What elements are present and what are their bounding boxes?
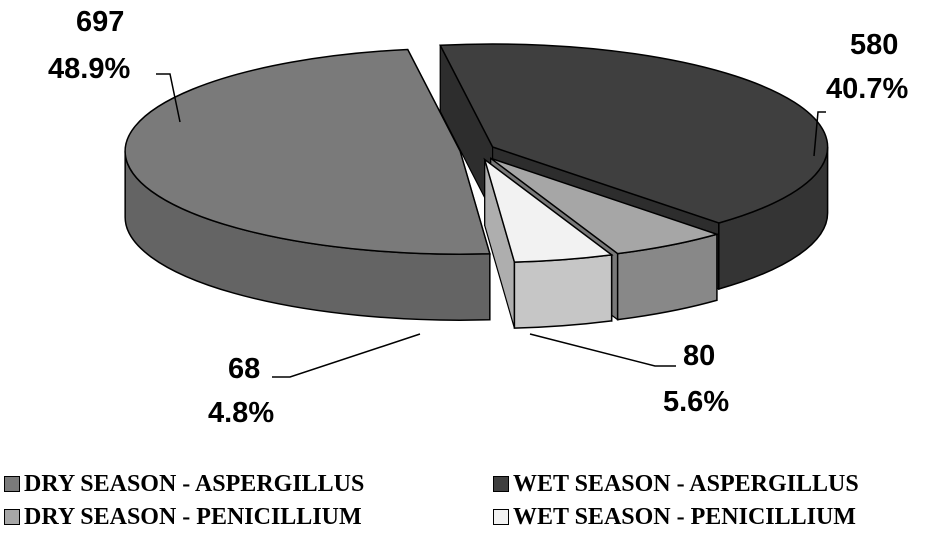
legend-swatch-dry-penicillium [4, 509, 20, 525]
legend-item-wet-aspergillus: WET SEASON - ASPERGILLUS [493, 469, 859, 499]
data-label-percent-wet-penicillium: 4.8% [208, 397, 274, 429]
leader-lines [156, 73, 826, 378]
pie-slice-top-wet-aspergillus [439, 43, 829, 224]
legend-label-dry-penicillium: DRY SEASON - PENICILLIUM [24, 503, 362, 530]
leader-line-wet-penicillium [272, 333, 421, 378]
leader-line-dry-penicillium [529, 333, 676, 367]
leader-line-dry-aspergillus [156, 73, 181, 123]
data-label-percent-wet-aspergillus: 40.7% [826, 73, 908, 105]
pie-slice-wet-penicillium [483, 157, 614, 329]
pie-slice-rim-wet-penicillium [513, 254, 613, 329]
legend-swatch-wet-penicillium [493, 509, 509, 525]
legend-swatch-dry-aspergillus [4, 476, 20, 492]
leader-line-wet-aspergillus [813, 111, 826, 157]
pie-slice-top-wet-penicillium [483, 157, 614, 263]
data-label-percent-dry-penicillium: 5.6% [663, 386, 729, 418]
data-label-percent-dry-aspergillus: 48.9% [48, 53, 130, 85]
pie-slice-dry-penicillium [490, 157, 720, 321]
legend-item-dry-penicillium: DRY SEASON - PENICILLIUM [4, 502, 362, 532]
pie-slice-dry-aspergillus [124, 48, 491, 321]
pie-slices [124, 43, 829, 329]
legend-item-wet-penicillium: WET SEASON - PENICILLIUM [493, 502, 856, 532]
legend-label-wet-penicillium: WET SEASON - PENICILLIUM [513, 503, 856, 530]
data-label-value-wet-penicillium: 68 [228, 353, 260, 385]
data-labels: 697 48.9% 580 40.7% 80 5.6% 68 4.8% [48, 6, 908, 429]
pie-slice-top-dry-penicillium [490, 157, 720, 255]
legend-label-dry-aspergillus: DRY SEASON - ASPERGILLUS [24, 470, 365, 497]
data-label-value-dry-aspergillus: 697 [76, 6, 124, 38]
data-label-value-dry-penicillium: 80 [683, 340, 715, 372]
pie-slice-top-dry-aspergillus [124, 48, 491, 255]
legend-label-wet-aspergillus: WET SEASON - ASPERGILLUS [513, 470, 859, 497]
chart-legend: DRY SEASON - ASPERGILLUS WET SEASON - AS… [0, 466, 941, 533]
legend-item-dry-aspergillus: DRY SEASON - ASPERGILLUS [4, 469, 364, 499]
data-label-value-wet-aspergillus: 580 [850, 29, 898, 61]
legend-swatch-wet-aspergillus [493, 476, 509, 492]
